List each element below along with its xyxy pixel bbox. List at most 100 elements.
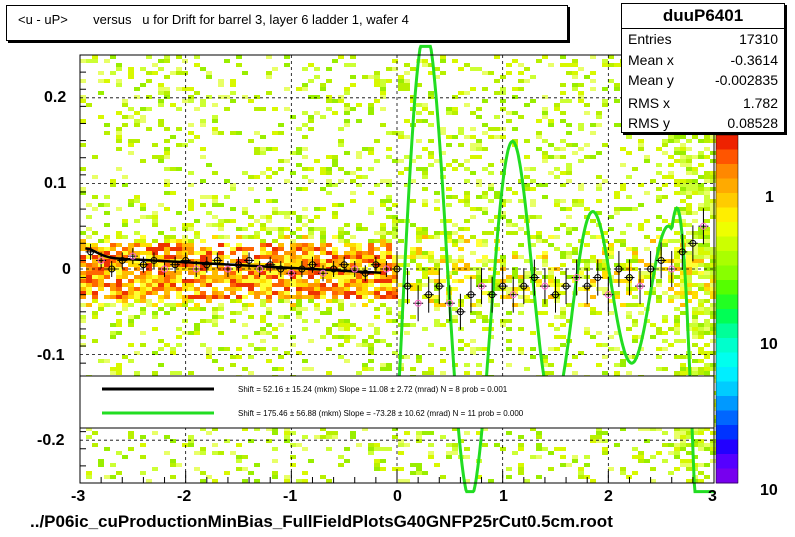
heatmap-cell bbox=[446, 163, 452, 167]
heatmap-cell bbox=[332, 335, 338, 339]
heatmap-cell bbox=[698, 479, 704, 483]
heatmap-cell bbox=[656, 187, 662, 191]
heatmap-cell bbox=[398, 75, 404, 79]
heatmap-cell bbox=[692, 319, 698, 323]
heatmap-cell bbox=[104, 203, 110, 207]
heatmap-cell bbox=[272, 431, 278, 435]
heatmap-cell bbox=[332, 295, 338, 299]
heatmap-cell bbox=[386, 275, 392, 279]
heatmap-cell bbox=[218, 131, 224, 135]
heatmap-cell bbox=[524, 155, 530, 159]
heatmap-cell bbox=[188, 247, 194, 251]
heatmap-cell bbox=[482, 167, 488, 171]
heatmap-cell bbox=[344, 231, 350, 235]
heatmap-cell bbox=[584, 155, 590, 159]
heatmap-cell bbox=[692, 271, 698, 275]
heatmap-cell bbox=[134, 139, 140, 143]
heatmap-cell bbox=[140, 291, 146, 295]
heatmap-cell bbox=[146, 279, 152, 283]
heatmap-cell bbox=[470, 143, 476, 147]
heatmap-cell bbox=[506, 347, 512, 351]
heatmap-cell bbox=[296, 287, 302, 291]
heatmap-cell bbox=[308, 79, 314, 83]
heatmap-cell bbox=[212, 323, 218, 327]
heatmap-cell bbox=[170, 227, 176, 231]
heatmap-cell bbox=[170, 255, 176, 259]
heatmap-cell bbox=[374, 287, 380, 291]
heatmap-cell bbox=[392, 159, 398, 163]
heatmap-cell bbox=[482, 191, 488, 195]
heatmap-cell bbox=[482, 123, 488, 127]
stats-key: RMS y bbox=[628, 115, 670, 131]
heatmap-cell bbox=[110, 263, 116, 267]
heatmap-cell bbox=[116, 291, 122, 295]
heatmap-cell bbox=[320, 187, 326, 191]
heatmap-cell bbox=[212, 127, 218, 131]
heatmap-cell bbox=[632, 247, 638, 251]
heatmap-cell bbox=[674, 247, 680, 251]
color-scale-cell bbox=[716, 207, 738, 223]
heatmap-cell bbox=[248, 247, 254, 251]
heatmap-cell bbox=[464, 179, 470, 183]
heatmap-cell bbox=[152, 63, 158, 67]
heatmap-cell bbox=[662, 459, 668, 463]
heatmap-cell bbox=[158, 287, 164, 291]
heatmap-cell bbox=[578, 91, 584, 95]
heatmap-cell bbox=[116, 79, 122, 83]
heatmap-cell bbox=[338, 167, 344, 171]
heatmap-cell bbox=[284, 283, 290, 287]
heatmap-cell bbox=[164, 155, 170, 159]
heatmap-cell bbox=[470, 135, 476, 139]
heatmap-cell bbox=[698, 367, 704, 371]
heatmap-cell bbox=[518, 279, 524, 283]
heatmap-cell bbox=[344, 255, 350, 259]
heatmap-cell bbox=[140, 287, 146, 291]
heatmap-cell bbox=[218, 243, 224, 247]
heatmap-cell bbox=[374, 71, 380, 75]
heatmap-cell bbox=[302, 187, 308, 191]
heatmap-cell bbox=[158, 243, 164, 247]
heatmap-cell bbox=[188, 207, 194, 211]
heatmap-cell bbox=[560, 463, 566, 467]
color-scale-cell bbox=[716, 396, 738, 411]
heatmap-cell bbox=[278, 131, 284, 135]
stats-row-entries: Entries 17310 bbox=[628, 31, 778, 51]
heatmap-cell bbox=[380, 287, 386, 291]
heatmap-cell bbox=[686, 159, 692, 163]
heatmap-cell bbox=[170, 167, 176, 171]
heatmap-cell bbox=[116, 139, 122, 143]
heatmap-cell bbox=[332, 155, 338, 159]
heatmap-cell bbox=[242, 255, 248, 259]
heatmap-cell bbox=[152, 431, 158, 435]
heatmap-cell bbox=[188, 299, 194, 303]
heatmap-cell bbox=[386, 207, 392, 211]
profile-marker bbox=[541, 282, 549, 290]
heatmap-cell bbox=[176, 287, 182, 291]
heatmap-cell bbox=[548, 143, 554, 147]
heatmap-cell bbox=[146, 107, 152, 111]
heatmap-cell bbox=[260, 339, 266, 343]
color-scale-cell bbox=[716, 294, 738, 310]
heatmap-cell bbox=[620, 147, 626, 151]
heatmap-cell bbox=[680, 219, 686, 223]
heatmap-cell bbox=[194, 467, 200, 471]
heatmap-cell bbox=[290, 251, 296, 255]
heatmap-cell bbox=[254, 279, 260, 283]
heatmap-cell bbox=[692, 367, 698, 371]
heatmap-cell bbox=[392, 319, 398, 323]
heatmap-cell bbox=[278, 279, 284, 283]
heatmap-cell bbox=[674, 431, 680, 435]
heatmap-cell bbox=[176, 463, 182, 467]
heatmap-cell bbox=[266, 147, 272, 151]
heatmap-cell bbox=[602, 231, 608, 235]
heatmap-cell bbox=[458, 327, 464, 331]
heatmap-cell bbox=[632, 295, 638, 299]
heatmap-cell bbox=[572, 75, 578, 79]
heatmap-cell bbox=[296, 127, 302, 131]
heatmap-cell bbox=[554, 167, 560, 171]
heatmap-cell bbox=[158, 299, 164, 303]
profile-marker bbox=[203, 261, 211, 269]
heatmap-cell bbox=[98, 115, 104, 119]
heatmap-cell bbox=[566, 275, 572, 279]
heatmap-cell bbox=[206, 95, 212, 99]
